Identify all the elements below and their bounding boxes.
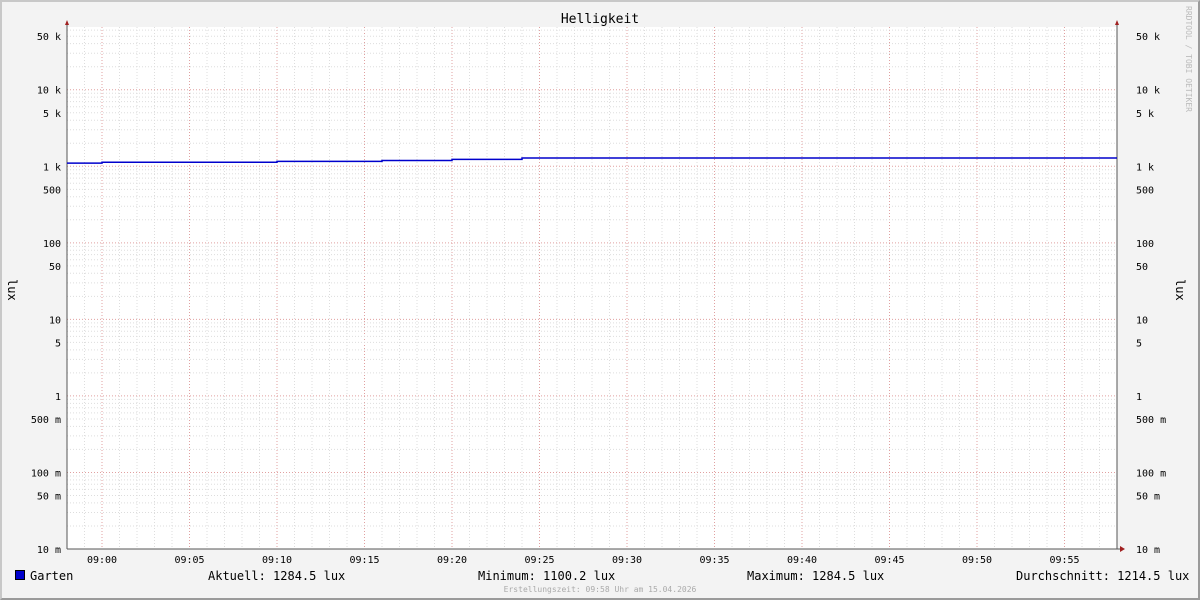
y-tick-label-right: 50 k [1136, 32, 1160, 43]
y-tick-label-right: 1 [1136, 392, 1142, 403]
axis-arrow-icon [65, 20, 69, 25]
y-tick-label-left: 10 k [37, 86, 61, 97]
legend-maximum: Maximum: 1284.5 lux [747, 569, 885, 583]
watermark: RRDTOOL / TOBI OETIKER [1184, 6, 1193, 112]
x-tick-label: 09:10 [262, 555, 292, 566]
legend-garten: Garten [15, 569, 73, 583]
legend-label: Garten [30, 569, 74, 583]
y-tick-label-left: 5 k [43, 109, 61, 120]
y-tick-label-left: 50 [49, 262, 61, 273]
y-tick-label-left: 500 [43, 185, 61, 196]
x-tick-label: 09:30 [612, 555, 642, 566]
y-tick-label-left: 50 k [37, 32, 61, 43]
chart-title: Helligkeit [560, 12, 640, 27]
y-tick-label-right: 500 m [1136, 415, 1166, 426]
y-tick-label-right: 5 k [1136, 109, 1154, 120]
y-tick-label-right: 5 [1136, 338, 1142, 349]
series-line-garten [67, 157, 1117, 164]
y-tick-label-left: 1 [55, 392, 61, 403]
axis-arrow-icon [1115, 20, 1119, 25]
y-tick-label-right: 50 [1136, 262, 1148, 273]
x-tick-label: 09:50 [962, 555, 992, 566]
y-tick-label-right: 50 m [1136, 491, 1160, 502]
y-tick-label-left: 100 [43, 239, 61, 250]
y-tick-label-left: 1 k [43, 162, 61, 173]
footer-timestamp: Erstellungszeit: 09:58 Uhr am 15.04.2026 [503, 585, 697, 594]
y-tick-label-right: 100 m [1136, 468, 1166, 479]
y-tick-label-left: 500 m [31, 415, 61, 426]
y-tick-label-right: 100 [1136, 239, 1154, 250]
axis-arrow-icon [1120, 546, 1125, 552]
y-axis-label-right: lux [1173, 279, 1187, 301]
legend-swatch [15, 570, 25, 580]
x-tick-label: 09:15 [349, 555, 379, 566]
x-tick-label: 09:45 [874, 555, 904, 566]
y-axis-label-left: lux [5, 279, 19, 301]
y-tick-label-right: 500 [1136, 185, 1154, 196]
y-tick-label-left: 10 [49, 315, 61, 326]
y-tick-label-right: 10 k [1136, 86, 1160, 97]
x-tick-label: 09:00 [87, 555, 117, 566]
y-tick-label-left: 5 [55, 338, 61, 349]
x-tick-label: 09:40 [787, 555, 817, 566]
y-tick-label-right: 1 k [1136, 162, 1154, 173]
x-tick-label: 09:20 [437, 555, 467, 566]
x-tick-label: 09:25 [524, 555, 554, 566]
legend-minimum: Minimum: 1100.2 lux [478, 569, 616, 583]
legend-durchschnitt: Durchschnitt: 1214.5 lux [1016, 569, 1190, 583]
x-tick-label: 09:05 [174, 555, 204, 566]
y-tick-label-left: 50 m [37, 491, 61, 502]
x-tick-label: 09:35 [699, 555, 729, 566]
y-tick-label-left: 100 m [31, 468, 61, 479]
legend-aktuell: Aktuell: 1284.5 lux [208, 569, 346, 583]
y-tick-label-left: 10 m [37, 545, 61, 556]
x-tick-label: 09:55 [1049, 555, 1079, 566]
y-tick-label-right: 10 m [1136, 545, 1160, 556]
y-tick-label-right: 10 [1136, 315, 1148, 326]
